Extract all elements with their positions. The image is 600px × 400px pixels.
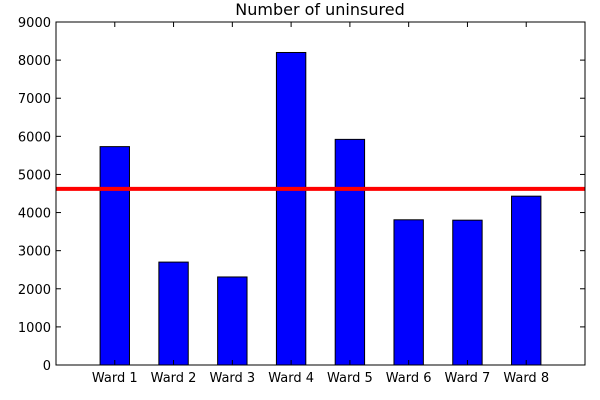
x-tick-label: Ward 3 (209, 371, 255, 386)
bar-2 (158, 261, 189, 366)
bar-6 (393, 219, 424, 366)
bar-3 (217, 276, 248, 366)
bars-group (99, 51, 542, 366)
bar-7 (452, 219, 483, 366)
x-tick-label: Ward 4 (268, 371, 314, 386)
x-axis: Ward 1 Ward 2 Ward 3 Ward 4 Ward 5 Ward 6 Ward… (92, 22, 549, 386)
y-tick-label: 6000 (18, 130, 51, 145)
x-tick-label: Ward 6 (386, 371, 432, 386)
y-tick-label: 8000 (18, 54, 51, 69)
plot-frame (55, 21, 586, 366)
y-tick-label: 4000 (18, 207, 51, 222)
bar-5 (334, 138, 366, 366)
bar-4 (275, 51, 307, 366)
y-tick-label: 3000 (18, 245, 51, 260)
x-tick-label: Ward 2 (151, 371, 197, 386)
y-tick-label: 9000 (18, 16, 51, 31)
y-tick-label: 1000 (18, 321, 51, 336)
y-axis: 0 1000 2000 3000 4000 5000 6000 7000 8000 9000 (18, 16, 585, 374)
y-tick-label: 5000 (18, 168, 51, 183)
x-tick-label: Ward 1 (92, 371, 138, 386)
chart-title: Number of uninsured (235, 0, 404, 19)
y-tick-label: 7000 (18, 92, 51, 107)
x-tick-label: Ward 8 (503, 371, 549, 386)
y-tick-label: 2000 (18, 283, 51, 298)
bar-8 (511, 195, 542, 366)
bar-1 (99, 146, 130, 366)
y-tick-label: 0 (43, 359, 51, 374)
x-tick-label: Ward 7 (445, 371, 491, 386)
x-tick-label: Ward 5 (327, 371, 373, 386)
